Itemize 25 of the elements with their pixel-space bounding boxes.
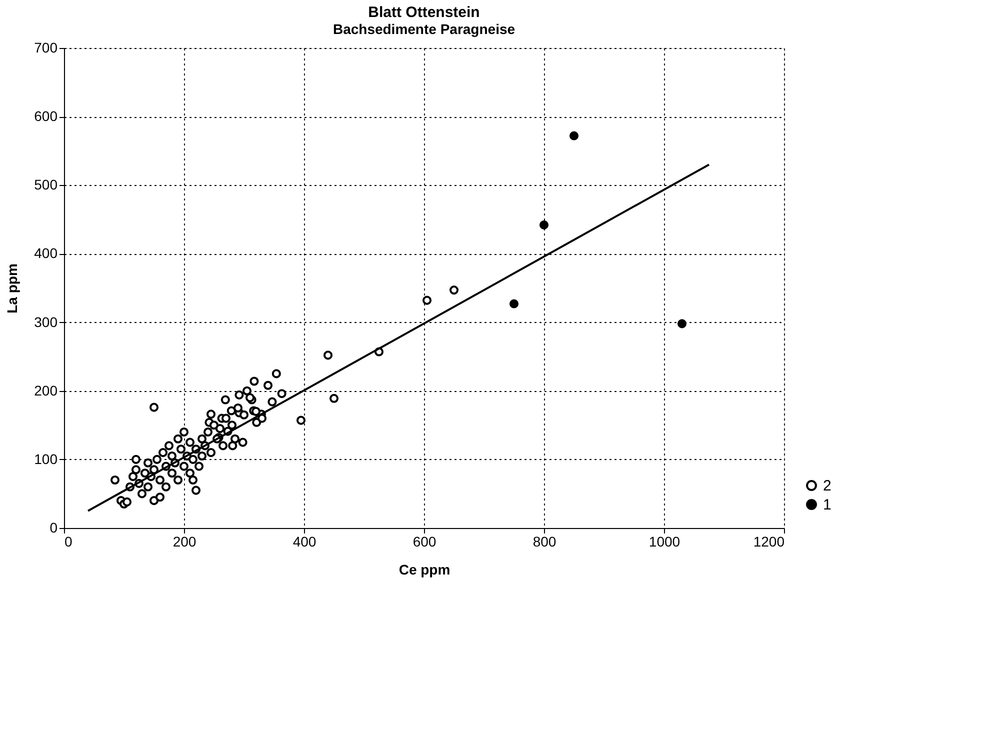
point	[539, 220, 549, 230]
y-tick-label: 100	[34, 450, 58, 467]
y-tick-label: 700	[34, 40, 58, 56]
x-tick-label: 1000	[648, 534, 680, 550]
chart-title: Blatt Ottenstein	[368, 4, 480, 21]
y-tick-label: 200	[34, 382, 58, 398]
y-tick-label: 400	[34, 245, 58, 262]
y-axis-title: La ppm	[4, 264, 20, 314]
chart-subtitle: Bachsedimente Paragneise	[332, 21, 516, 37]
point	[569, 131, 579, 140]
legend-label: 1	[823, 496, 832, 514]
x-tick-label: 0	[64, 534, 72, 550]
y-tick-label: 600	[34, 108, 58, 124]
x-tick-label: 800	[532, 534, 556, 550]
x-axis-title: Ce ppm	[398, 562, 450, 578]
legend-label: 2	[823, 478, 832, 494]
x-tick-label: 1200	[753, 534, 785, 550]
x-tick-label: 200	[172, 534, 196, 550]
point	[677, 319, 687, 328]
x-tick-label: 600	[412, 534, 436, 550]
y-tick-label: 0	[50, 520, 58, 536]
point	[509, 299, 519, 308]
y-tick-label: 500	[34, 176, 58, 193]
x-tick-label: 400	[292, 534, 316, 550]
y-tick-label: 300	[34, 314, 58, 330]
